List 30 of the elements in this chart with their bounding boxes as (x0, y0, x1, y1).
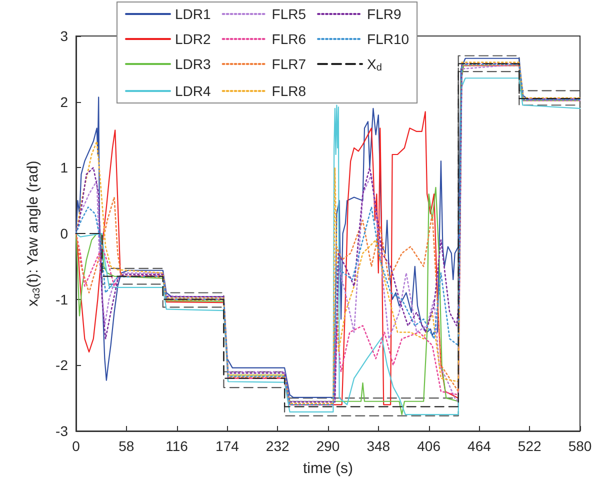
legend-label: LDR2 (175, 31, 212, 47)
x-tick-label: 174 (216, 438, 240, 454)
x-tick-label: 464 (468, 438, 492, 454)
x-tick-label: 522 (518, 438, 542, 454)
y-tick-label: 2 (60, 94, 68, 110)
x-tick-label: 348 (366, 438, 390, 454)
y-tick-label: -3 (56, 423, 68, 439)
legend-label: LDR1 (175, 6, 212, 22)
x-tick-label: 58 (118, 438, 134, 454)
y-tick-label: 1 (60, 160, 68, 176)
legend-label: FLR10 (367, 31, 410, 47)
legend-label: FLR5 (272, 6, 306, 22)
legend-label: LDR4 (175, 83, 212, 99)
legend-label: FLR7 (272, 56, 306, 72)
legend-label: FLR6 (272, 31, 306, 47)
y-axis-title: xα3(t): Yaw angle (rad) (24, 160, 42, 307)
x-tick-label: 580 (568, 438, 592, 454)
x-tick-label: 290 (316, 438, 340, 454)
y-tick-label: 0 (60, 226, 68, 242)
x-tick-label: 232 (266, 438, 290, 454)
x-tick-label: 116 (166, 438, 188, 454)
legend-label: LDR3 (175, 56, 212, 72)
y-tick-label: -2 (56, 357, 68, 374)
legend-label: FLR9 (367, 6, 402, 22)
y-tick-label: 3 (60, 28, 68, 44)
x-axis-title: time (s) (303, 460, 353, 477)
x-tick-label: 0 (72, 438, 80, 454)
y-tick-label: -1 (56, 291, 68, 308)
x-tick-label: 406 (417, 438, 441, 454)
legend-label: FLR8 (272, 83, 306, 99)
